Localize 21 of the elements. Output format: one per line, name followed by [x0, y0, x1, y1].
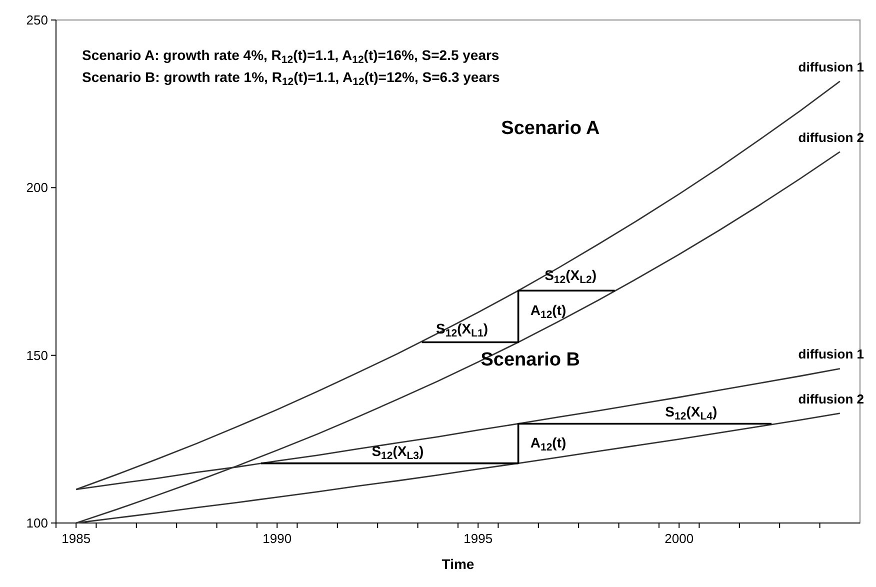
y-tick-label: 100	[26, 516, 48, 531]
series-label: diffusion 1	[798, 346, 864, 362]
annotation: Scenario A: growth rate 4%, R$_{12}$(t)=1.1, A$_{12}$(t)=16%, S=2.5 years	[82, 47, 500, 66]
series-label: diffusion 2	[798, 391, 864, 406]
annotation: S$_{12}$(X$_{L3}$)	[372, 442, 424, 462]
y-tick-label: 150	[26, 348, 48, 363]
annotation: Scenario B	[480, 349, 580, 370]
annotation: A$_{12}$(t)	[530, 302, 566, 322]
x-axis-title: Time	[442, 556, 474, 572]
series-label: diffusion 2	[798, 130, 864, 145]
annotation: S$_{12}$(X$_{L4}$)	[665, 403, 718, 423]
y-tick-label: 250	[26, 12, 48, 28]
annotation: A$_{12}$(t)	[530, 434, 566, 454]
series-label: diffusion 1	[798, 59, 864, 74]
annotation: Scenario B: growth rate 1%, R$_{12}$(t)=1.1, A$_{12}$(t)=12%, S=6.3 years	[82, 69, 500, 88]
annotation: Scenario A	[501, 118, 600, 140]
y-tick-label: 200	[26, 180, 48, 196]
x-tick-label: 2000	[664, 531, 694, 546]
x-tick-label: 1985	[62, 531, 91, 546]
x-tick-label: 1990	[262, 531, 292, 546]
x-tick-label: 1995	[464, 531, 493, 546]
